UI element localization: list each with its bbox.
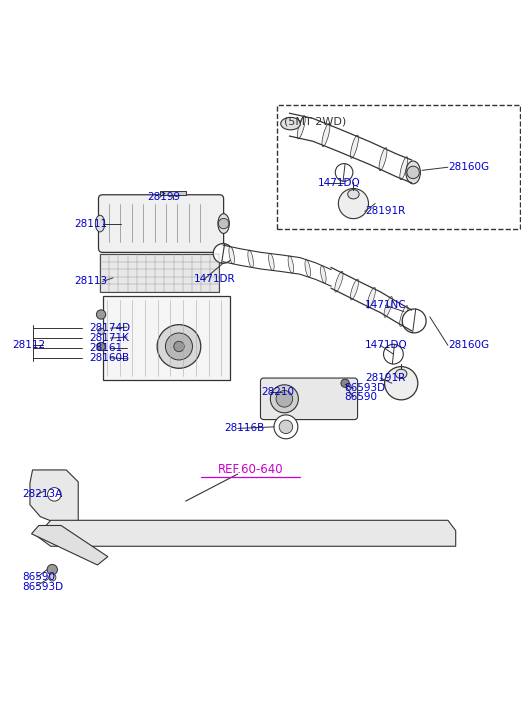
Text: 28191R: 28191R bbox=[365, 373, 405, 383]
Ellipse shape bbox=[96, 215, 105, 232]
Ellipse shape bbox=[384, 297, 393, 317]
Text: 28113: 28113 bbox=[74, 276, 107, 286]
Circle shape bbox=[402, 309, 426, 333]
Ellipse shape bbox=[322, 124, 330, 147]
Circle shape bbox=[279, 420, 293, 433]
Polygon shape bbox=[37, 521, 456, 546]
Circle shape bbox=[48, 488, 61, 501]
Text: 28111: 28111 bbox=[74, 220, 107, 229]
Bar bbox=[103, 296, 230, 380]
Text: 86593D: 86593D bbox=[344, 383, 385, 393]
Ellipse shape bbox=[281, 117, 301, 130]
Text: 28160B: 28160B bbox=[90, 353, 130, 363]
Ellipse shape bbox=[218, 214, 229, 233]
Circle shape bbox=[97, 342, 105, 350]
Ellipse shape bbox=[269, 253, 274, 270]
Circle shape bbox=[274, 415, 298, 439]
Ellipse shape bbox=[400, 305, 408, 326]
Text: 1471DQ: 1471DQ bbox=[365, 340, 408, 350]
Bar bbox=[100, 254, 219, 292]
Text: 1471DR: 1471DR bbox=[194, 274, 235, 284]
Circle shape bbox=[49, 574, 56, 581]
Circle shape bbox=[97, 310, 106, 319]
Text: 86590: 86590 bbox=[22, 572, 55, 582]
Text: 28116B: 28116B bbox=[224, 423, 265, 433]
Text: (5MT 2WD): (5MT 2WD) bbox=[284, 117, 347, 127]
Ellipse shape bbox=[406, 161, 420, 184]
Circle shape bbox=[213, 244, 233, 263]
Ellipse shape bbox=[288, 256, 293, 273]
Ellipse shape bbox=[367, 287, 375, 308]
Text: REF.60-640: REF.60-640 bbox=[218, 463, 283, 476]
Circle shape bbox=[47, 564, 57, 575]
Circle shape bbox=[341, 379, 349, 387]
Circle shape bbox=[384, 345, 404, 364]
FancyBboxPatch shape bbox=[99, 195, 223, 252]
Polygon shape bbox=[160, 191, 186, 195]
Bar bbox=[277, 105, 519, 228]
Text: 1471DQ: 1471DQ bbox=[318, 178, 361, 188]
Ellipse shape bbox=[396, 369, 407, 379]
Circle shape bbox=[174, 341, 184, 352]
Circle shape bbox=[335, 164, 353, 181]
Polygon shape bbox=[31, 526, 108, 565]
Ellipse shape bbox=[350, 279, 359, 300]
Ellipse shape bbox=[335, 271, 343, 292]
Text: 28191R: 28191R bbox=[365, 206, 405, 217]
Text: 28171K: 28171K bbox=[90, 333, 129, 343]
Ellipse shape bbox=[350, 135, 359, 158]
Ellipse shape bbox=[379, 148, 387, 171]
Polygon shape bbox=[30, 470, 78, 526]
Ellipse shape bbox=[229, 246, 234, 264]
Circle shape bbox=[276, 390, 293, 407]
Circle shape bbox=[218, 218, 229, 229]
Circle shape bbox=[165, 333, 193, 360]
Text: 28112: 28112 bbox=[12, 340, 45, 350]
Text: 28199: 28199 bbox=[147, 193, 180, 202]
Text: 28210: 28210 bbox=[261, 387, 294, 397]
Ellipse shape bbox=[348, 190, 359, 199]
Ellipse shape bbox=[305, 260, 311, 277]
Ellipse shape bbox=[321, 266, 326, 283]
FancyBboxPatch shape bbox=[260, 378, 358, 419]
Text: 86590: 86590 bbox=[344, 392, 377, 402]
Text: 86593D: 86593D bbox=[22, 582, 63, 592]
Ellipse shape bbox=[385, 366, 418, 400]
Ellipse shape bbox=[248, 250, 253, 268]
Circle shape bbox=[407, 166, 419, 179]
Circle shape bbox=[157, 325, 201, 369]
Text: 1471NC: 1471NC bbox=[365, 300, 407, 310]
Text: 28213A: 28213A bbox=[22, 489, 63, 499]
Circle shape bbox=[270, 385, 299, 413]
Ellipse shape bbox=[338, 188, 369, 219]
Ellipse shape bbox=[297, 116, 305, 139]
Circle shape bbox=[98, 328, 104, 334]
Text: 28160G: 28160G bbox=[448, 340, 489, 350]
Text: 28174D: 28174D bbox=[90, 324, 131, 333]
Ellipse shape bbox=[400, 157, 408, 180]
Text: 28160G: 28160G bbox=[448, 162, 489, 172]
Text: 28161: 28161 bbox=[90, 343, 123, 353]
